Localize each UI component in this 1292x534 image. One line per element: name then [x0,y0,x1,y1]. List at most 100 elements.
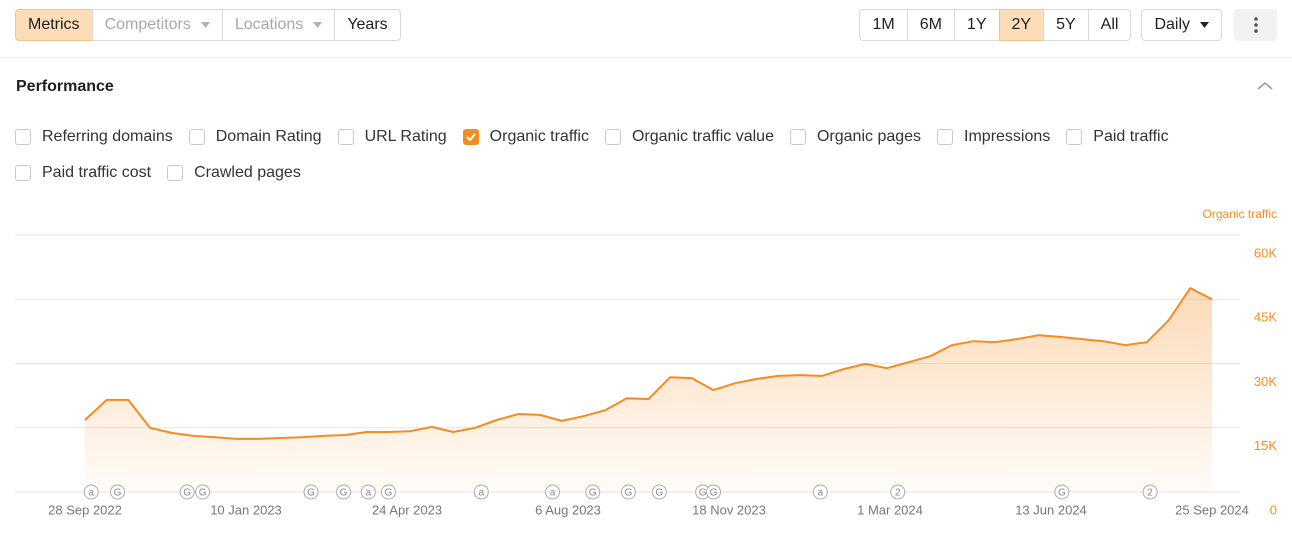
event-marker [1142,484,1158,500]
metric-label: Referring domains [42,128,173,145]
event-label: G [340,488,348,499]
checkbox[interactable] [188,129,205,145]
tab-label: Locations [234,16,304,33]
checkbox[interactable] [789,129,806,145]
caret-shape [1200,22,1209,28]
event-label: a [479,488,485,499]
metric-label: Domain Rating [215,128,322,145]
x-tick-label: 18 Nov 2023 [692,502,766,517]
metric-option[interactable]: URL Rating [337,125,447,149]
view-tabs: Metrics Competitors Locations Years [15,9,401,41]
tab-button[interactable]: Competitors [91,9,223,41]
tab-button[interactable]: Locations [221,9,336,41]
tab-button[interactable]: All [1087,9,1132,41]
event-marker [179,484,195,500]
event-label: G [307,488,315,499]
event-label: G [1058,488,1066,499]
x-tick-label: 28 Sep 2022 [48,502,122,517]
metric-option[interactable]: Impressions [937,125,1050,149]
x-tick-label: 25 Sep 2024 [1175,502,1249,517]
tab-button[interactable]: 1Y [953,9,1000,41]
x-tick-label: 6 Aug 2023 [535,502,601,517]
checkbox[interactable] [15,165,31,181]
checkbox[interactable] [337,129,354,145]
tab-button[interactable]: 5Y [1043,9,1089,41]
y-tick-label: 45K [1254,310,1277,325]
x-tick-label: 1 Mar 2024 [857,502,923,517]
collapse-icon[interactable] [1257,81,1273,91]
event-label: G [710,488,718,499]
checkbox[interactable] [167,165,184,181]
metric-label: Organic traffic [489,128,589,145]
metric-label: Paid traffic cost [42,164,152,181]
metric-option[interactable]: Crawled pages [167,161,301,185]
metric-label: Impressions [964,128,1051,145]
tab-label: Daily [1154,16,1190,33]
tab-button[interactable]: Metrics [15,9,93,41]
checkbox[interactable] [1066,129,1083,145]
metric-option[interactable]: Organic traffic value [604,125,774,149]
event-label: G [624,488,632,499]
dropdown-caret [200,22,210,28]
event-label: a [366,488,372,499]
check-shape [465,133,476,141]
y-tick-label: 30K [1254,374,1277,389]
event-label: G [114,488,122,499]
x-tick-label: 10 Jan 2023 [210,502,282,517]
caret-shape [313,22,323,28]
tab-button[interactable]: 1M [859,9,908,41]
event-label: a [550,488,556,499]
kebab-icon [1253,17,1258,33]
event-label: G [385,488,393,499]
more-menu[interactable] [1234,9,1277,41]
granularity: Daily [1141,9,1222,41]
event-marker [110,484,126,500]
series-label: Organic traffic [1203,207,1277,221]
metric-option[interactable]: Paid traffic [1066,125,1169,149]
divider [0,57,1292,58]
event-marker [83,484,99,500]
event-label: G [699,488,707,499]
event-marker [890,484,906,500]
tab-label: 2Y [1011,16,1032,33]
x-tick-label: 13 Jun 2024 [1015,502,1087,517]
tab-label: 1Y [966,16,987,33]
tab-label: 5Y [1056,16,1076,33]
checkbox[interactable] [462,129,479,145]
event-marker [585,484,601,500]
event-label: a [88,488,94,499]
traffic-line [84,287,1213,440]
event-label: G [655,488,663,499]
dropdown-caret [1200,22,1209,28]
range-controls: 1M 6M 1Y 2Y 5Y All Daily [859,9,1277,41]
tab-label: All [1100,16,1119,33]
metric-option[interactable]: Domain Rating [188,125,322,149]
y-tick-label: 0 [1270,502,1277,517]
event-label: a [818,488,824,499]
metric-option[interactable]: Referring domains [15,125,173,149]
tab-button[interactable]: Daily [1141,9,1222,41]
event-label: G [589,488,597,499]
panel-title: Performance [16,78,114,95]
chart: 0 15K 30K 45K 60K Organic traffic 28 Sep 2022 1… [15,207,1277,517]
checkbox[interactable] [937,129,954,145]
tab-label: Metrics [28,16,80,33]
metric-option[interactable]: Organic traffic [462,125,589,149]
tab-button[interactable]: 2Y [998,9,1045,41]
event-marker [303,484,319,500]
checkbox[interactable] [15,129,31,145]
event-marker [706,484,722,500]
event-marker [812,484,828,500]
x-tick-label: 24 Apr 2023 [372,502,442,517]
event-label: 2 [895,488,901,499]
tab-button[interactable]: 6M [906,9,955,41]
tab-button[interactable]: Years [334,9,401,41]
metric-option[interactable]: Paid traffic cost [15,161,151,185]
metric-option[interactable]: Organic pages [789,125,921,149]
metric-label: Crawled pages [194,164,301,181]
checkbox[interactable] [604,129,621,145]
event-marker [620,484,636,500]
event-marker [651,484,667,500]
area-fill [85,288,1212,492]
